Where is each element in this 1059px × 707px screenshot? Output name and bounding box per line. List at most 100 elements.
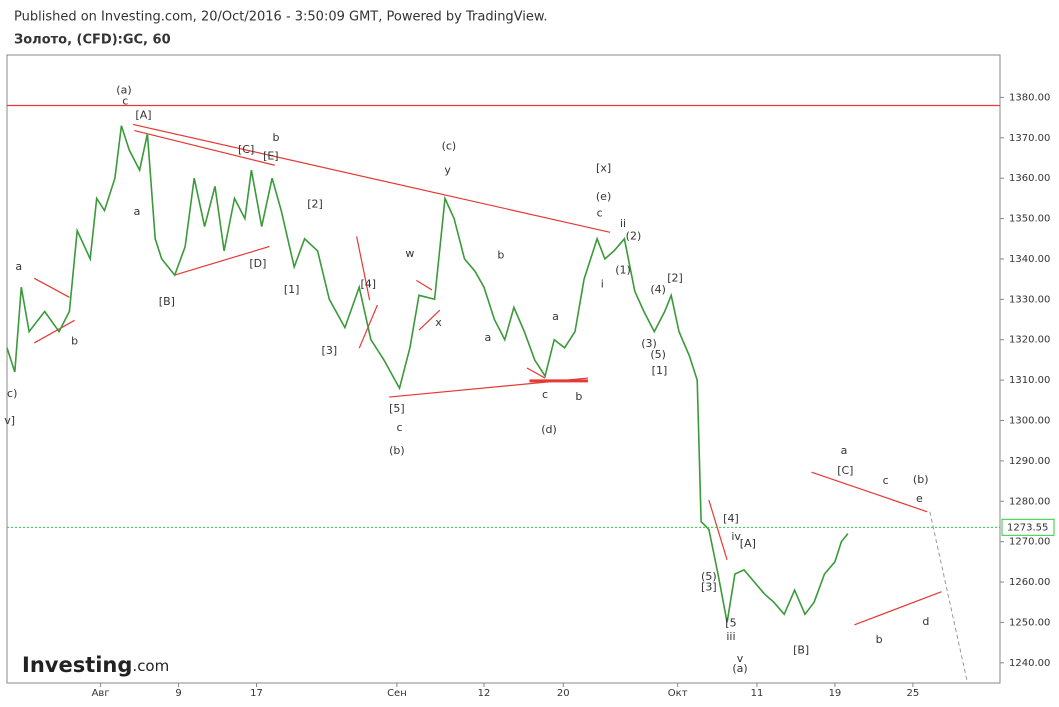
logo: Investing.com: [22, 653, 169, 677]
wave-label: a: [134, 205, 141, 218]
wave-label: w: [405, 247, 414, 260]
wave-label: iv: [731, 530, 741, 543]
wave-label: b: [575, 390, 582, 403]
wave-label: c: [883, 474, 889, 487]
wave-label: b: [497, 248, 504, 261]
trendline: [134, 129, 275, 166]
wave-label: (2): [626, 229, 642, 242]
wave-label: e: [916, 492, 923, 505]
wave-label: (4): [650, 283, 666, 296]
wave-label: a: [552, 310, 559, 323]
trendline: [526, 367, 546, 379]
wave-label: a: [485, 331, 492, 344]
wave-label: [D]: [249, 257, 266, 270]
y-tick-label: 1340.00: [1009, 254, 1050, 265]
wave-label: [3]: [701, 581, 717, 594]
wave-label: x: [435, 316, 442, 329]
x-tick-label: Сен: [387, 688, 407, 699]
trendline: [34, 319, 75, 344]
trendline: [416, 279, 433, 291]
y-tick-label: 1250.00: [1009, 617, 1050, 628]
y-tick-label: 1300.00: [1009, 415, 1050, 426]
logo-suffix: .com: [132, 657, 169, 675]
trendline: [811, 471, 928, 513]
y-tick-label: 1280.00: [1009, 496, 1050, 507]
y-tick-label: 1350.00: [1009, 214, 1050, 225]
wave-label: [4]: [361, 277, 377, 290]
x-tick-label: 17: [250, 688, 263, 699]
trendline: [34, 277, 70, 298]
price-line: [6, 125, 849, 623]
wave-label: c: [396, 421, 402, 434]
wave-label: ii: [620, 217, 626, 230]
y-tick-label: 1380.00: [1009, 92, 1050, 103]
wave-label: c: [542, 388, 548, 401]
wave-label: c): [7, 387, 17, 400]
y-tick-label: 1240.00: [1009, 658, 1050, 669]
logo-main: Investing: [22, 653, 132, 677]
wave-label: [1]: [284, 283, 300, 296]
wave-label: a: [15, 260, 22, 273]
wave-label: (b): [913, 473, 929, 486]
x-tick-label: 11: [751, 688, 764, 699]
x-tick-label: 12: [478, 688, 491, 699]
wave-label: [3]: [322, 344, 338, 357]
wave-label: c: [122, 94, 128, 107]
wave-label: (e): [596, 190, 611, 203]
wave-label: (c): [442, 139, 457, 152]
last-price-box: [1001, 518, 1055, 536]
wave-label: [4]: [723, 512, 739, 525]
wave-label: v: [737, 652, 744, 665]
y-tick-label: 1290.00: [1009, 456, 1050, 467]
trendline: [854, 591, 942, 626]
projection-line: [929, 511, 968, 684]
y-tick-label: 1320.00: [1009, 335, 1050, 346]
source: Published on Investing.com, 20/Oct/2016 …: [14, 10, 547, 25]
trendline: [356, 236, 371, 301]
wave-label: (a): [116, 84, 131, 97]
y-tick-label: 1270.00: [1009, 537, 1050, 548]
wave-label: b: [876, 633, 883, 646]
wave-label: (5): [650, 348, 666, 361]
wave-label: [C]: [238, 143, 254, 156]
wave-label: a: [841, 444, 848, 457]
last-price-label: 1273.55: [1007, 522, 1048, 533]
wave-label: [5: [725, 617, 736, 630]
wave-label: b: [71, 334, 78, 347]
wave-label: [C]: [837, 464, 853, 477]
trendline: [132, 123, 611, 233]
x-tick-label: Окт: [668, 688, 688, 699]
wave-label: v]: [4, 414, 15, 427]
chart-title: Золото, (CFD):GC, 60: [14, 33, 171, 48]
wave-label: d: [922, 615, 929, 628]
wave-label: y: [444, 164, 451, 177]
wave-label: [A]: [135, 109, 151, 122]
wave-label: [2]: [667, 271, 683, 284]
wave-label: b: [273, 131, 280, 144]
trendline: [708, 499, 728, 560]
x-tick-label: 9: [175, 688, 181, 699]
wave-label: [A]: [740, 537, 756, 550]
y-tick-label: 1370.00: [1009, 133, 1050, 144]
wave-label: [1]: [652, 364, 668, 377]
y-tick-label: 1360.00: [1009, 173, 1050, 184]
wave-label: (b): [389, 444, 405, 457]
x-tick-label: Авг: [92, 688, 110, 699]
wave-label: iii: [726, 630, 735, 643]
wave-label: [B]: [793, 644, 809, 657]
wave-label: (5): [701, 570, 717, 583]
wave-label: c: [597, 206, 603, 219]
wave-label: [E]: [263, 149, 279, 162]
wave-label: (d): [541, 423, 557, 436]
wave-label: [5]: [389, 402, 405, 415]
wave-label: i: [601, 277, 604, 290]
trendline: [418, 309, 441, 331]
wave-label: (1): [615, 263, 631, 276]
x-tick-label: 25: [907, 688, 920, 699]
x-tick-label: 20: [557, 688, 570, 699]
wave-label: (a): [732, 662, 747, 675]
y-tick-label: 1330.00: [1009, 294, 1050, 305]
wave-label: [B]: [159, 295, 175, 308]
